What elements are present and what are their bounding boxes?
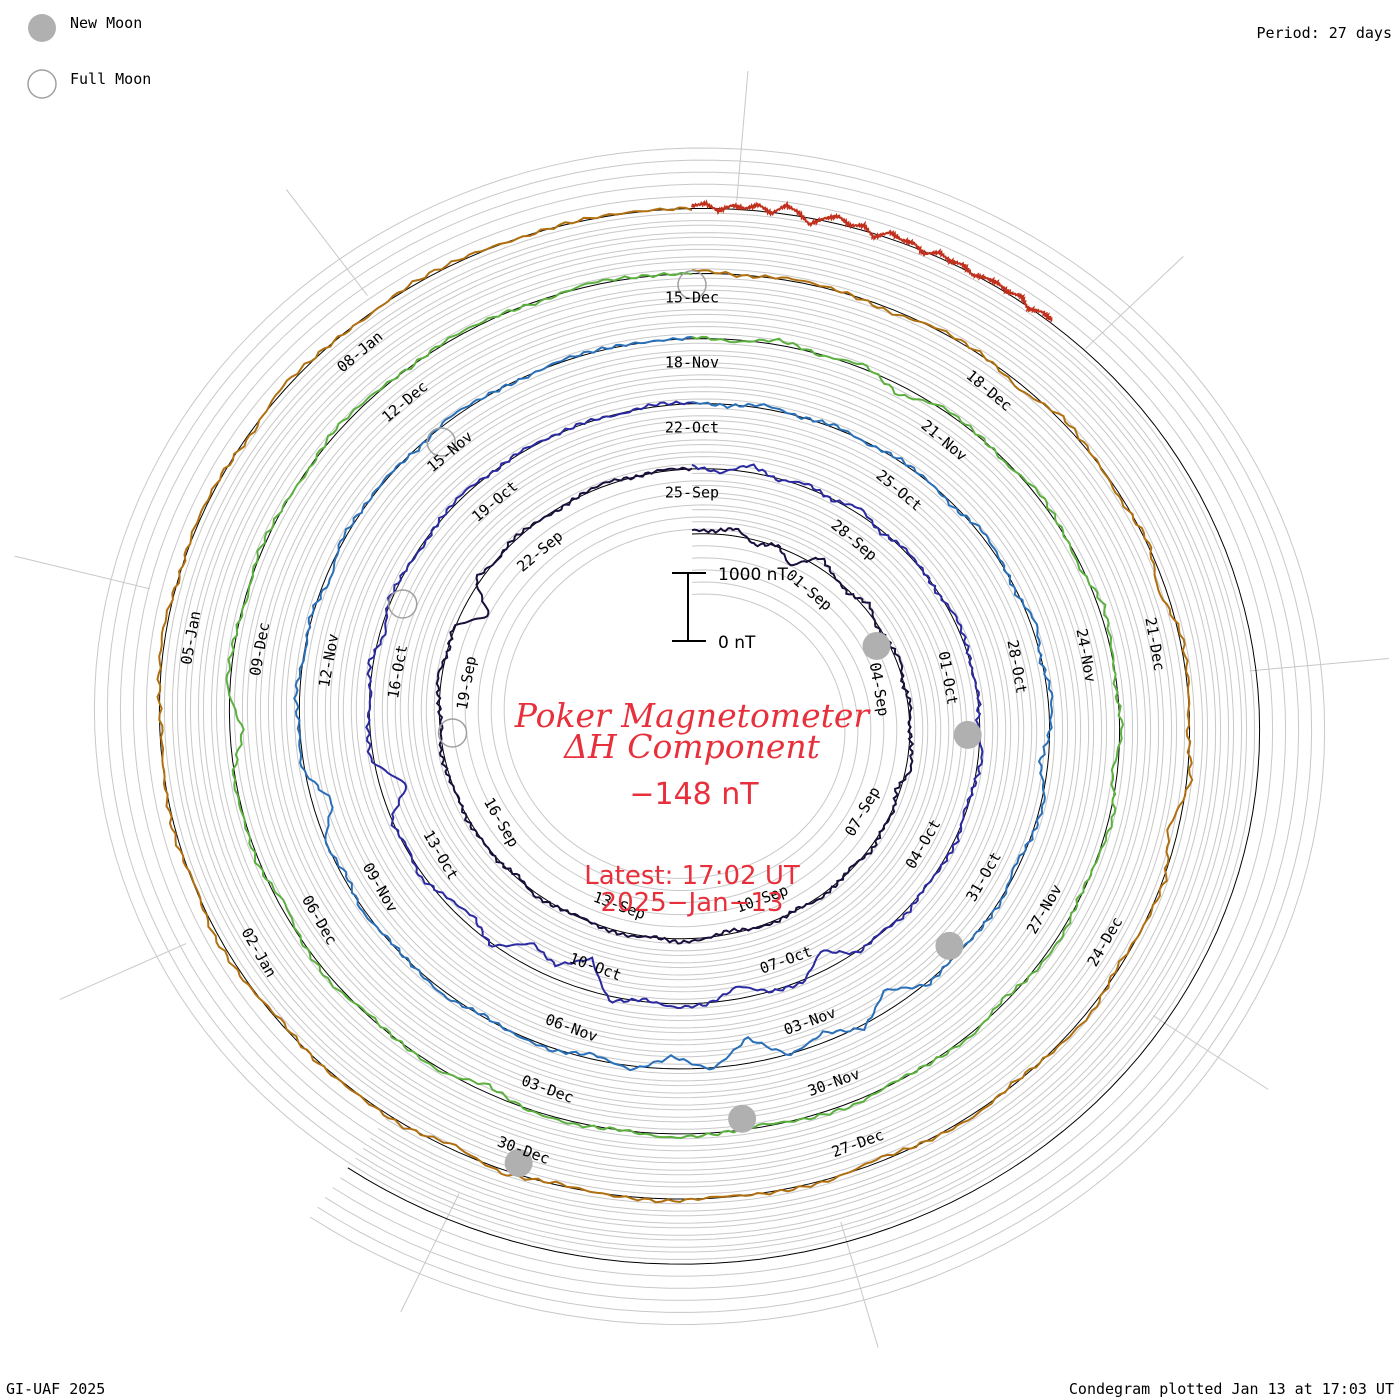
base-spiral — [158, 208, 1261, 1265]
data-traces — [156, 199, 1194, 1204]
rotation-trace — [293, 335, 1054, 1072]
date-label: 16-Oct — [384, 643, 411, 699]
date-label: 15-Dec — [665, 288, 719, 306]
date-label: 22-Oct — [665, 419, 719, 437]
new-moon-legend-label: New Moon — [70, 14, 142, 32]
date-spoke — [736, 71, 749, 201]
date-label: 25-Sep — [665, 484, 719, 502]
grid-ring — [93, 147, 1326, 1326]
full-moon-legend-icon — [27, 69, 57, 99]
chart-title-line1: Poker Magnetometer — [514, 696, 872, 735]
grid-ring — [132, 183, 1287, 1289]
date-spoke — [400, 1193, 460, 1313]
period-label: Period: 27 days — [1257, 24, 1392, 42]
date-label: 05-Jan — [177, 610, 204, 666]
new-moon-marker — [862, 631, 891, 660]
new-moon-legend-icon — [28, 14, 56, 42]
chart-title-line2: ΔH Component — [562, 727, 821, 766]
date-spoke — [1152, 1015, 1269, 1090]
moon-markers — [387, 270, 982, 1177]
date-spokes — [14, 71, 1389, 1348]
rotation-trace — [365, 400, 984, 1010]
date-label: 19-Sep — [453, 655, 480, 711]
new-moon-marker — [935, 931, 964, 960]
new-moon-marker — [728, 1104, 757, 1133]
full-moon-marker — [426, 427, 456, 457]
grid-ring — [145, 195, 1274, 1277]
grid-ring — [223, 268, 1196, 1205]
date-label: 12-Nov — [315, 632, 342, 688]
date-label: 18-Nov — [665, 353, 719, 371]
latest-date: 2025−Jan−13 — [601, 888, 784, 918]
full-moon-marker — [387, 589, 418, 619]
rotation-trace — [691, 199, 1053, 322]
date-spoke — [285, 189, 368, 296]
date-spoke — [840, 1221, 879, 1348]
new-moon-marker — [953, 720, 982, 749]
grid-ring — [184, 232, 1235, 1241]
current-value: −148 nT — [629, 777, 759, 812]
grid-ring — [197, 244, 1222, 1229]
legend: New Moon Full Moon — [27, 14, 151, 99]
rotation-trace — [225, 271, 1125, 1139]
date-spoke — [1249, 658, 1389, 672]
scale-bar: 1000 nT 0 nT — [672, 565, 788, 653]
zero-baseline — [158, 208, 1261, 1265]
rotation-trace — [435, 466, 915, 945]
full-moon-marker — [437, 718, 468, 748]
full-moon-legend-label: Full Moon — [70, 70, 151, 88]
grid-ring — [171, 220, 1248, 1253]
date-spoke — [1084, 255, 1184, 350]
grid-ring — [210, 256, 1209, 1217]
grid-rings — [93, 147, 1326, 1326]
date-spoke — [59, 943, 187, 1000]
new-moon-marker — [504, 1148, 533, 1177]
footer-credit: GI-UAF 2025 — [6, 1380, 105, 1398]
full-moon-marker — [677, 270, 707, 300]
grid-ring — [119, 171, 1300, 1301]
date-label: 09-Dec — [246, 621, 273, 677]
scale-top-label: 1000 nT — [718, 565, 788, 585]
footer-plot-time: Condegram plotted Jan 13 at 17:03 UT — [1069, 1380, 1394, 1398]
rotation-trace — [156, 206, 1194, 1204]
grid-ring — [106, 159, 1313, 1313]
date-spoke — [14, 555, 151, 590]
latest-time: Latest: 17:02 UT — [584, 861, 800, 891]
scale-bottom-label: 0 nT — [718, 633, 756, 653]
